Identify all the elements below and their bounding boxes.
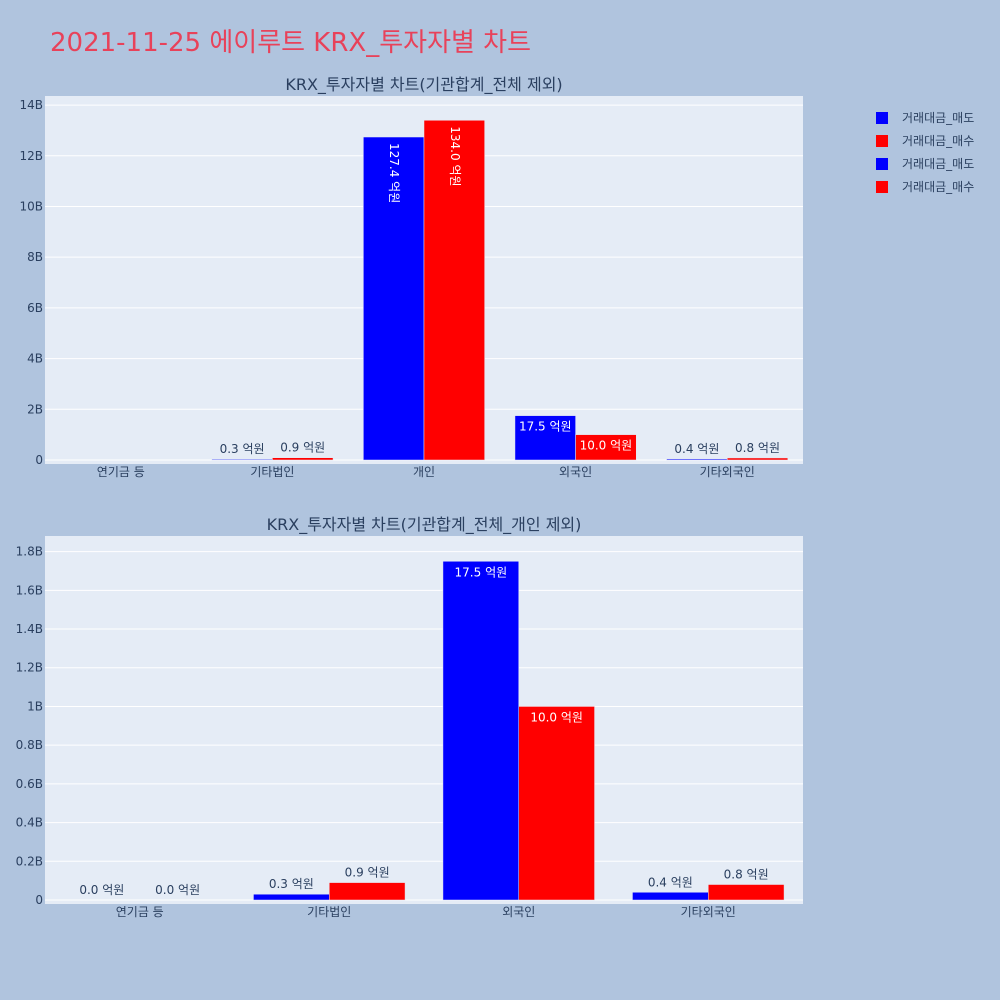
bar [708,884,785,901]
x-tick-label: 연기금 등 [116,905,164,919]
bar [666,458,728,461]
bar [726,457,789,461]
chart-2: 0 0.2B 0.4B 0.6B 0.8B 1B 1.2B 1.4B 1.6B 1.8B KRX_투… [16,515,803,919]
y-tick-label: 0.4B [16,816,43,830]
legend[interactable]: 거래대금_매도 거래대금_매수 거래대금_매도 거래대금_매수 [876,106,974,198]
y-tick-label: 1.4B [16,622,43,636]
x-tick-label: 기타외국인 [700,465,755,479]
bar [514,415,576,461]
plot-area [45,536,803,904]
legend-item[interactable]: 거래대금_매수 [876,129,974,152]
legend-item[interactable]: 거래대금_매도 [876,152,974,175]
data-label: 134.0 억원 [448,126,462,186]
x-tick-label: 기타법인 [307,905,351,919]
data-label: 0.3 억원 [269,877,314,891]
y-tick-label: 0.8B [16,738,43,752]
data-label: 127.4 억원 [387,143,401,203]
chart-title: KRX_투자자별 차트(기관합계_전체 제외) [285,75,562,95]
legend-swatch [876,157,888,170]
y-tick-label: 1.6B [16,583,43,597]
data-label: 0.3 억원 [220,442,265,456]
legend-item[interactable]: 거래대금_매수 [876,175,974,198]
y-tick-label: 14B [19,98,43,112]
y-tick-label: 0.2B [16,854,43,868]
data-label: 0.8 억원 [724,868,769,882]
legend-label: 거래대금_매도 [902,157,975,171]
x-tick-label: 개인 [413,465,435,479]
data-label: 0.9 억원 [345,866,390,880]
bar [575,434,637,461]
legend-item[interactable]: 거래대금_매도 [876,106,974,129]
x-tick-label: 연기금 등 [97,465,145,479]
bar [211,458,273,461]
data-label: 0.8 억원 [735,441,780,455]
data-label: 0.4 억원 [648,875,693,889]
bar [272,457,334,461]
data-label: 0.0 억원 [79,883,124,897]
bar [423,120,485,461]
bar [363,136,425,461]
x-tick-label: 외국인 [559,465,592,479]
data-label: 0.4 억원 [674,442,719,456]
y-tick-label: 8B [27,250,43,264]
y-tick-label: 1.2B [16,661,43,675]
y-tick-label: 0 [35,893,43,907]
legend-label: 거래대금_매도 [902,111,975,125]
legend-label: 거래대금_매수 [902,180,975,194]
y-tick-label: 1.8B [16,545,43,559]
bar [253,893,330,901]
y-tick-label: 2B [27,402,43,416]
y-tick-label: 0 [35,453,43,467]
data-label: 0.9 억원 [280,441,325,455]
legend-swatch [876,180,888,193]
data-label: 10.0 억원 [580,439,633,453]
chart-title: KRX_투자자별 차트(기관합계_전체_개인 제외) [267,515,582,535]
data-label: 0.0 억원 [155,883,200,897]
bar [442,561,520,901]
bar [632,892,709,901]
data-label: 10.0 억원 [530,710,583,724]
data-label: 17.5 억원 [519,420,572,434]
legend-label: 거래대금_매수 [902,134,975,148]
y-tick-label: 0.6B [16,777,43,791]
x-tick-label: 외국인 [502,905,535,919]
y-tick-label: 12B [19,149,43,163]
bar [518,706,595,901]
y-tick-label: 10B [19,199,43,213]
x-tick-label: 기타외국인 [681,905,736,919]
page-title: 2021-11-25 에이루트 KRX_투자자별 차트 [50,28,532,58]
y-tick-label: 4B [27,352,43,366]
bar [329,882,406,901]
x-tick-label: 기타법인 [250,465,294,479]
chart-1: 0 2B 4B 6B 8B 10B 12B 14B KRX_투자자별 차트(기관합계_전체 제외… [19,75,803,479]
data-label: 17.5 억원 [455,565,508,579]
y-tick-label: 6B [27,301,43,315]
y-tick-label: 1B [27,699,43,713]
legend-swatch [876,134,888,147]
legend-swatch [876,111,888,124]
